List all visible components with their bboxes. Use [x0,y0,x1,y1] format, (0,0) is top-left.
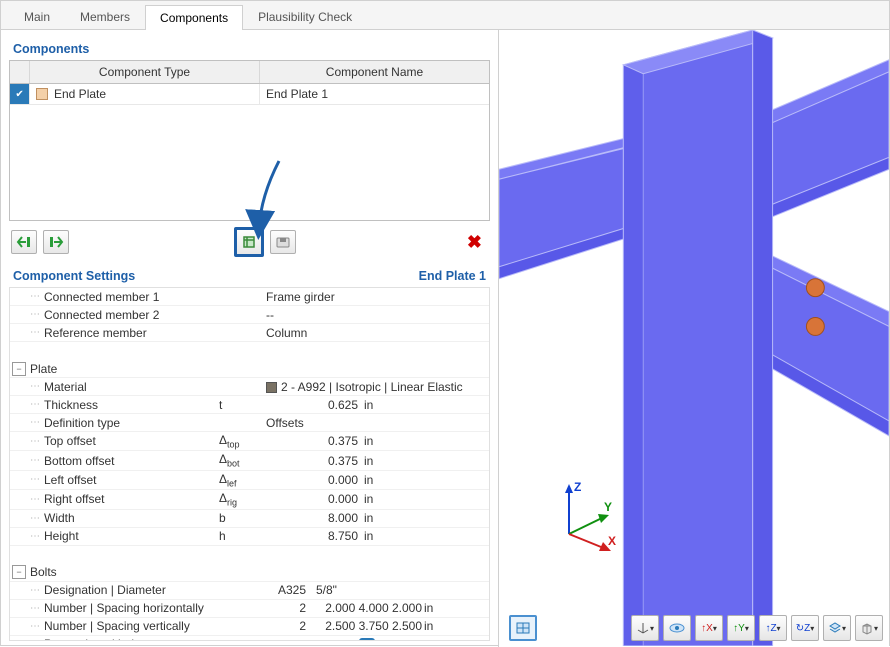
setting-row[interactable]: ⋯ Top offset Δtop 0.375 in [10,432,489,451]
setting-row[interactable]: ⋯ Bottom offset Δbot 0.375 in [10,451,489,470]
tab-plausibility[interactable]: Plausibility Check [243,4,367,29]
svg-text:Y: Y [604,500,612,514]
group-bolts[interactable]: − Bolts [10,564,489,582]
components-toolbar: ✖ [9,221,490,263]
collapse-icon[interactable]: − [12,362,26,376]
view-layers-button[interactable]: ▾ [823,615,851,641]
settings-subtitle: End Plate 1 [419,269,486,283]
setting-row[interactable]: ⋯ Left offset Δlef 0.000 in [10,471,489,490]
view-z-button[interactable]: ↑Z▾ [759,615,787,641]
setting-row[interactable]: ⋯ Pretensioned bolts ✔ [10,636,489,641]
layers-icon [828,621,842,635]
settings-grid: ⋯ Connected member 1 Frame girder ⋯ Conn… [9,287,490,641]
cube-icon [860,621,874,635]
tab-main[interactable]: Main [9,4,65,29]
component-type-cell: End Plate [54,87,106,101]
move-right-button[interactable] [43,230,69,254]
save-icon [275,235,291,249]
type-swatch [36,88,48,100]
check-icon: ✔ [15,88,23,100]
svg-text:X: X [608,534,616,548]
setting-row[interactable]: ⋯ Connected member 2 -- [10,306,489,324]
view-iso-button[interactable]: ▾ [855,615,883,641]
save-library-button[interactable] [270,230,296,254]
tab-members[interactable]: Members [65,4,145,29]
move-right-icon [48,235,64,249]
display-icon [515,620,531,636]
col-component-type: Component Type [30,61,260,83]
delete-button[interactable]: ✖ [461,232,488,253]
setting-row[interactable]: ⋯ Number | Spacing vertically 2 2.500 3.… [10,618,489,636]
setting-row[interactable]: ⋯ Designation | Diameter A325 5/8" [10,582,489,600]
tab-components[interactable]: Components [145,5,243,30]
tabs-bar: Main Members Components Plausibility Che… [1,1,889,30]
component-row[interactable]: ✔ End Plate End Plate 1 [10,84,489,105]
left-panel: Components Component Type Component Name… [1,30,499,647]
setting-row[interactable]: ⋯ Definition type Offsets [10,414,489,432]
checkbox-on-icon[interactable]: ✔ [359,638,375,641]
setting-row[interactable]: ⋯ Number | Spacing horizontally 2 2.000 … [10,600,489,618]
setting-row[interactable]: ⋯ Material 2 - A992 | Isotropic | Linear… [10,378,489,396]
svg-text:Z: Z [574,480,581,494]
view-y-button[interactable]: ↑Y▾ [727,615,755,641]
display-mode-button[interactable] [509,615,537,641]
eye-icon [669,622,685,634]
components-table: Component Type Component Name ✔ End Plat… [9,60,490,221]
material-swatch [266,382,277,393]
view-toolbar: ▾ ↑X▾ ↑Y▾ ↑Z▾ ↻Z▾ ▾ ▾ [505,615,883,641]
setting-row[interactable]: ⋯ Connected member 1 Frame girder [10,288,489,306]
view-rotz-button[interactable]: ↻Z▾ [791,615,819,641]
move-left-button[interactable] [11,230,37,254]
settings-header: Component Settings End Plate 1 [9,263,490,287]
setting-row[interactable]: ⋯ Thickness t 0.625 in [10,396,489,414]
view-eye-button[interactable] [663,615,691,641]
view-x-button[interactable]: ↑X▾ [695,615,723,641]
col-component-name: Component Name [260,61,489,83]
library-button[interactable] [234,227,264,257]
move-left-icon [16,235,32,249]
axis-triad: Z Y X [544,479,624,562]
library-icon [241,234,257,250]
3d-viewport[interactable]: Z Y X ▾ ↑X▾ ↑Y▾ ↑Z▾ ↻Z▾ ▾ ▾ [499,30,889,647]
components-header: Components [9,36,490,60]
component-name-cell: End Plate 1 [260,84,489,104]
group-plate[interactable]: − Plate [10,360,489,378]
collapse-icon[interactable]: − [12,565,26,579]
setting-row[interactable]: ⋯ Right offset Δrig 0.000 in [10,490,489,509]
setting-row[interactable]: ⋯ Width b 8.000 in [10,510,489,528]
setting-row[interactable]: ⋯ Height h 8.750 in [10,528,489,546]
view-axes-button[interactable]: ▾ [631,615,659,641]
setting-row[interactable]: ⋯ Reference member Column [10,324,489,342]
